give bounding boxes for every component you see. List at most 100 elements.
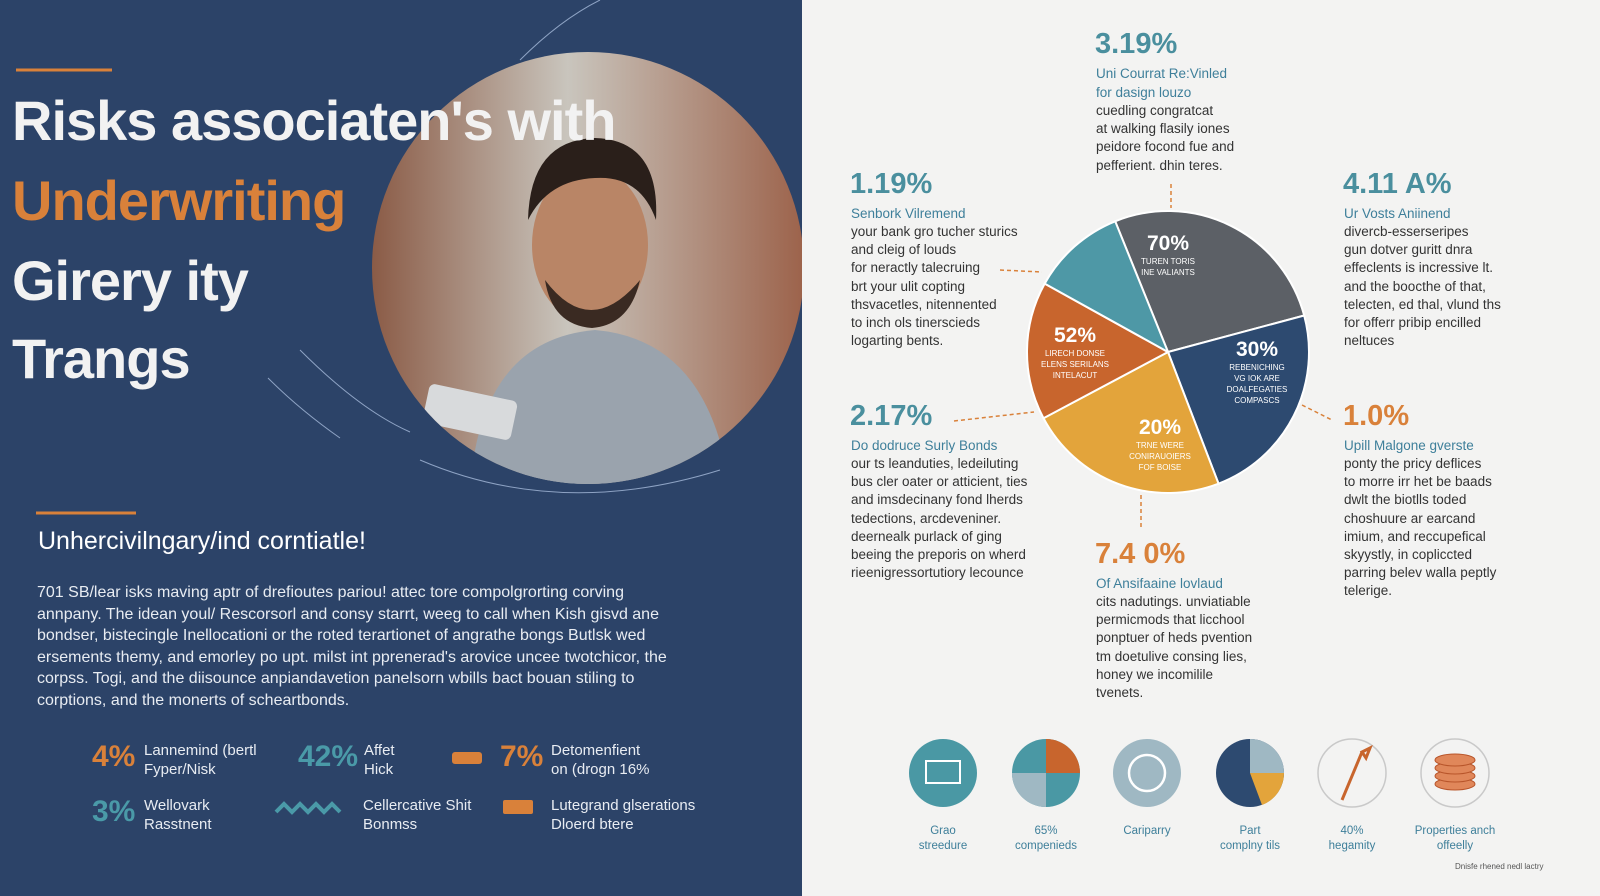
callout-body-line: honey we incomilile	[1096, 666, 1214, 682]
callout-body-line: cits nadutings. unviatiable	[1096, 594, 1251, 609]
pie-label: 30% REBENICHING VG IOK ARE DOALFEGATIES COMP…	[1207, 338, 1307, 406]
icon-graphics	[909, 738, 1490, 808]
icon-shape	[1434, 753, 1476, 767]
callout-body-line: and the boocthe of that,	[1344, 278, 1486, 294]
callout-value: 1.19%	[850, 168, 933, 200]
callout-body-line: brt your ulit copting	[851, 278, 966, 294]
pie-label-line: REBENICHING	[1229, 363, 1285, 372]
callout-body-line: imium, and reccupefical	[1344, 528, 1486, 544]
callout-body-line: for offerr pribip encilled	[1344, 315, 1482, 331]
icon-shape	[1113, 739, 1181, 807]
icon-shape	[909, 739, 977, 807]
callout-value: 4.11 A%	[1343, 168, 1452, 200]
stat-label-line: Lannemind (bertl	[144, 742, 257, 759]
stat-label-line: on (drogn 16%	[551, 761, 650, 778]
callout-body-line: for neractly talecruing	[851, 260, 981, 276]
stat-label: Lutegrand glserations Dloerd btere	[551, 796, 695, 834]
pie-label-value: 52%	[1053, 324, 1097, 347]
callout-body-line: and imsdecinany fond lherds	[851, 492, 1023, 508]
stat-value: 3%	[92, 795, 136, 828]
icon-label-line: Grao	[930, 825, 956, 837]
pie-graphic	[909, 184, 1490, 808]
paragraph-line: corpss. Togi, and the diisounce anpianda…	[37, 670, 635, 688]
callout-body-line: beeing the preporis on wherd	[851, 547, 1026, 563]
callout-body-line: logarting bents.	[851, 333, 944, 349]
stat-value: 42%	[298, 740, 359, 773]
icon-label-line: hegamity	[1328, 840, 1376, 852]
icon-label-line: offeelly	[1436, 840, 1474, 852]
callout-value: 7.4 0%	[1095, 538, 1186, 570]
pie-label-value: 70%	[1146, 232, 1190, 255]
callout-body-line: peidore focond fue and	[1096, 139, 1235, 155]
title-line: Risks associaten's with	[12, 89, 616, 152]
callout-body-line: telerige.	[1344, 583, 1393, 599]
callout-value: 3.19%	[1095, 28, 1178, 60]
callout-body-line: tm doetulive consing lies,	[1096, 648, 1247, 664]
callout-body: your bank gro tucher sturics and cleig of…	[851, 223, 1018, 350]
callout-body-line: to morre irr het be baads	[1344, 474, 1492, 490]
callout-body-line: to inch ols tinerscieds	[851, 315, 981, 331]
pie-slice	[1113, 210, 1306, 354]
icon-label-line: streedure	[918, 840, 968, 852]
stat-label-line: Lutegrand glserations	[551, 797, 696, 814]
pie-label-text: TRNE WERE CONIRAUOIERS FOF BOISE	[1110, 440, 1210, 473]
title-line: Underwriting	[12, 169, 346, 232]
stat-label-line: Hick	[364, 761, 394, 778]
pie-label-line: DOALFEGATIES	[1226, 385, 1288, 394]
icon-label: 40% hegamity	[1292, 824, 1412, 854]
section-heading: Unhercivilngary/ind corntiatle!	[38, 527, 366, 555]
callout-body-line: ponptuer of heds pvention	[1096, 630, 1253, 646]
title-line: Trangs	[12, 327, 191, 390]
stat-label-line: Affet	[364, 742, 395, 759]
pie-label: 52% LIRECH DONSE ELENS SERILANS INTELACUT	[1025, 324, 1125, 381]
callout-body-line: tvenets.	[1096, 685, 1144, 701]
decor	[16, 0, 802, 515]
callout-body-line: rieenigressortutiory lecounce	[851, 565, 1024, 581]
stat-label-line: Fyper/Nisk	[144, 761, 216, 778]
callout-body-line: choshuure ar earcand	[1344, 510, 1476, 526]
pie-label-line: TRNE WERE	[1136, 441, 1184, 450]
callout-heading-line: Uni Courrat Re:Vinled	[1096, 66, 1228, 81]
pie-label-line: LIRECH DONSE	[1044, 349, 1105, 358]
pie-label-value: 20%	[1138, 416, 1182, 439]
pie-label-value: 30%	[1235, 338, 1279, 361]
left-panel: Risks associaten's with Underwriting Gir…	[0, 0, 802, 896]
icon-label: Cariparry	[1087, 824, 1207, 839]
icon-shape	[1046, 739, 1080, 773]
icon-shape	[925, 760, 961, 784]
callout-heading: Uni Courrat Re:Vinled for dasign louzo	[1096, 64, 1227, 102]
callout-body-line: skyystly, in copliccted	[1344, 547, 1473, 563]
callout-body-line: at walking flasily iones	[1096, 121, 1230, 137]
pie-slice	[1042, 350, 1220, 494]
stat-value: 4%	[92, 740, 136, 773]
pie-label-line: INTELACUT	[1052, 371, 1098, 380]
callout-body-line: neltuces	[1344, 333, 1395, 349]
callout-heading-line: Upill Malgone gverste	[1344, 438, 1474, 453]
callout-heading-line: Senbork Vilremend	[851, 206, 966, 221]
icon-label-line: Part	[1239, 825, 1261, 837]
icon-label-line: 40%	[1340, 825, 1364, 837]
callout-body-line: gun dotver guritt dnra	[1344, 242, 1473, 258]
callout-body-line: cuedling congratcat	[1096, 103, 1214, 118]
callout-body-line: and cleig of louds	[851, 242, 957, 258]
callout-heading-line: Ur Vosts Aniinend	[1344, 206, 1451, 221]
pie-label-line: FOF BOISE	[1138, 463, 1182, 472]
icon-label: 65% compenieds	[986, 824, 1106, 854]
paragraph: 701 SB/lear isks maving aptr of drefiout…	[37, 582, 667, 712]
paragraph-line: ersements themy, and emorley po upt. mil…	[37, 648, 667, 666]
callout-body: ponty the pricy deflices to morre irr het…	[1344, 455, 1496, 601]
pie-label-text: LIRECH DONSE ELENS SERILANS INTELACUT	[1025, 348, 1125, 381]
stat-value: 7%	[500, 740, 544, 773]
icon-label-line: compenieds	[1014, 840, 1077, 852]
icon-shape	[1250, 773, 1285, 805]
pie	[1026, 210, 1310, 494]
callout-heading: Do dodruce Surly Bonds	[851, 436, 997, 455]
callout-body: cuedling congratcat at walking flasily io…	[1096, 102, 1234, 175]
pie-label: 20% TRNE WERE CONIRAUOIERS FOF BOISE	[1110, 416, 1210, 473]
photo	[372, 52, 802, 484]
stat-label-line: Rasstnent	[144, 816, 212, 833]
pie-label-line: ELENS SERILANS	[1040, 360, 1110, 369]
icon-shape	[1127, 753, 1167, 793]
paragraph-line: corptions, and the monerts of scheartbon…	[37, 691, 350, 709]
